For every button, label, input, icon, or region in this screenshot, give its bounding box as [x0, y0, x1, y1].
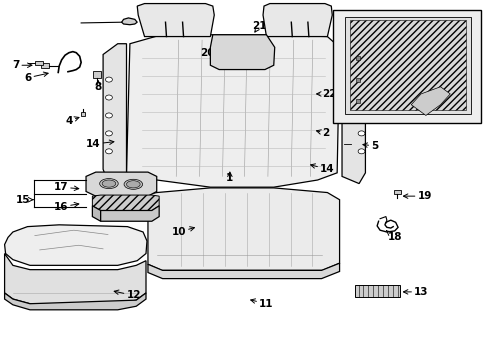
Polygon shape: [103, 44, 126, 180]
Text: 19: 19: [403, 191, 431, 201]
Circle shape: [357, 113, 364, 118]
Circle shape: [105, 131, 112, 136]
Bar: [35, 60, 42, 65]
Bar: [345, 17, 470, 114]
Bar: [393, 190, 400, 194]
Text: 10: 10: [171, 227, 194, 237]
Circle shape: [357, 77, 364, 82]
Bar: [93, 71, 101, 78]
Text: 3: 3: [401, 10, 408, 23]
Bar: [41, 63, 49, 68]
Bar: [350, 141, 361, 147]
Circle shape: [105, 149, 112, 154]
Text: 2: 2: [316, 129, 329, 138]
Polygon shape: [4, 253, 146, 304]
Text: 6: 6: [24, 72, 48, 83]
Circle shape: [357, 149, 364, 154]
Circle shape: [105, 113, 112, 118]
Polygon shape: [86, 172, 157, 196]
Polygon shape: [126, 35, 339, 187]
Polygon shape: [148, 263, 339, 279]
Bar: [349, 21, 465, 110]
Circle shape: [105, 95, 112, 100]
Polygon shape: [137, 4, 214, 37]
Polygon shape: [101, 206, 159, 221]
Bar: [354, 285, 399, 297]
Bar: [332, 10, 480, 123]
Circle shape: [357, 95, 364, 100]
Text: 7: 7: [12, 60, 32, 70]
Text: 18: 18: [386, 230, 401, 242]
Polygon shape: [92, 206, 101, 221]
Ellipse shape: [102, 180, 116, 187]
Text: 16: 16: [53, 202, 79, 212]
Ellipse shape: [124, 179, 142, 189]
Polygon shape: [210, 35, 274, 69]
Text: 14: 14: [310, 164, 334, 174]
Text: 14: 14: [86, 139, 114, 149]
Polygon shape: [122, 18, 137, 25]
Text: 12: 12: [114, 290, 141, 301]
Circle shape: [105, 77, 112, 82]
Polygon shape: [92, 195, 159, 211]
Text: 9: 9: [143, 15, 168, 26]
Ellipse shape: [126, 181, 140, 188]
Polygon shape: [410, 87, 449, 116]
Polygon shape: [4, 225, 147, 265]
Text: 8: 8: [94, 81, 102, 92]
Polygon shape: [341, 47, 365, 184]
Text: 5: 5: [362, 141, 378, 151]
Polygon shape: [263, 4, 331, 37]
Text: 4: 4: [65, 116, 79, 126]
Text: 17: 17: [53, 182, 79, 192]
Text: 15: 15: [15, 195, 33, 205]
Text: 22: 22: [316, 89, 336, 99]
Text: 21: 21: [251, 21, 266, 32]
Polygon shape: [148, 188, 339, 270]
Polygon shape: [4, 293, 146, 310]
Text: 1: 1: [226, 172, 233, 183]
Text: 13: 13: [403, 287, 428, 297]
Circle shape: [357, 131, 364, 136]
Text: 11: 11: [250, 299, 273, 309]
Text: 20: 20: [200, 48, 221, 58]
Ellipse shape: [100, 179, 118, 189]
